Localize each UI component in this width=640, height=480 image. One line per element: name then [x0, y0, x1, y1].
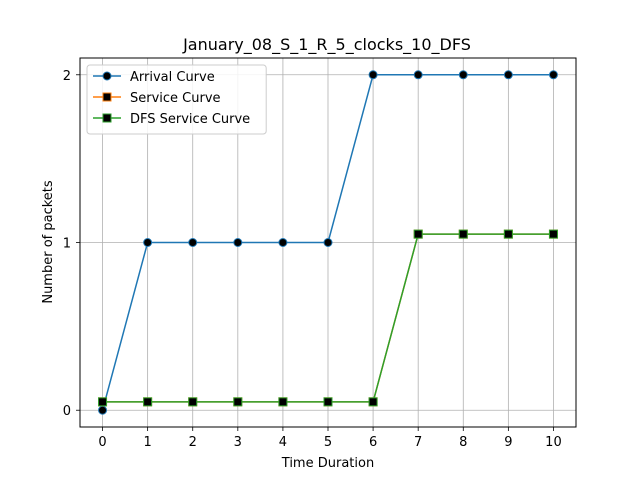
y-axis: 0 1 2 — [63, 69, 80, 419]
y-axis-label: Number of packets — [41, 180, 56, 304]
y-tick-label: 0 — [63, 404, 71, 419]
series-0 — [98, 70, 558, 415]
x-tick-label: 0 — [98, 435, 106, 450]
legend-marker — [102, 113, 112, 123]
data-point — [458, 229, 468, 239]
series-layer — [98, 70, 558, 415]
legend-item: Service Curve — [93, 91, 221, 106]
data-point — [503, 229, 513, 239]
data-point — [323, 397, 333, 407]
legend-label: DFS Service Curve — [130, 112, 250, 127]
data-point — [548, 70, 558, 80]
data-point — [98, 397, 108, 407]
data-point — [323, 238, 333, 247]
series-2 — [98, 229, 558, 407]
legend-marker — [102, 71, 112, 81]
data-point — [413, 70, 423, 80]
legend-item: DFS Service Curve — [93, 112, 250, 127]
legend-item: Arrival Curve — [93, 70, 215, 85]
data-point — [278, 238, 288, 247]
x-tick-label: 5 — [324, 435, 332, 450]
legend-frame — [86, 64, 267, 135]
data-point — [188, 397, 198, 407]
data-point — [278, 397, 288, 407]
x-tick-label: 1 — [143, 435, 151, 450]
data-point — [143, 238, 153, 247]
data-point — [503, 70, 513, 80]
legend: Arrival Curve Service Curve DFS Service Cu… — [86, 64, 267, 135]
x-tick-label: 10 — [545, 435, 562, 450]
data-point — [143, 397, 153, 407]
x-tick-label: 9 — [504, 435, 512, 450]
data-point — [233, 238, 243, 247]
y-tick-label: 2 — [63, 69, 71, 84]
data-point — [233, 397, 243, 407]
legend-label: Service Curve — [130, 91, 221, 106]
x-tick-label: 7 — [414, 435, 422, 450]
legend-label: Arrival Curve — [130, 70, 215, 85]
legend-marker — [102, 92, 112, 102]
x-axis: 0 1 2 3 4 5 6 7 8 9 10 — [98, 427, 562, 450]
x-tick-label: 3 — [234, 435, 242, 450]
data-point — [98, 405, 108, 415]
data-point — [188, 238, 198, 247]
x-tick-label: 2 — [189, 435, 197, 450]
x-tick-label: 4 — [279, 435, 287, 450]
x-tick-label: 6 — [369, 435, 377, 450]
x-axis-label: Time Duration — [281, 456, 374, 471]
data-point — [368, 397, 378, 407]
data-point — [548, 229, 558, 239]
data-point — [368, 70, 378, 80]
chart-title: January_08_S_1_R_5_clocks_10_DFS — [182, 35, 471, 55]
data-point — [458, 70, 468, 80]
x-tick-label: 8 — [459, 435, 467, 450]
data-point — [413, 229, 423, 239]
y-tick-label: 1 — [63, 237, 71, 252]
